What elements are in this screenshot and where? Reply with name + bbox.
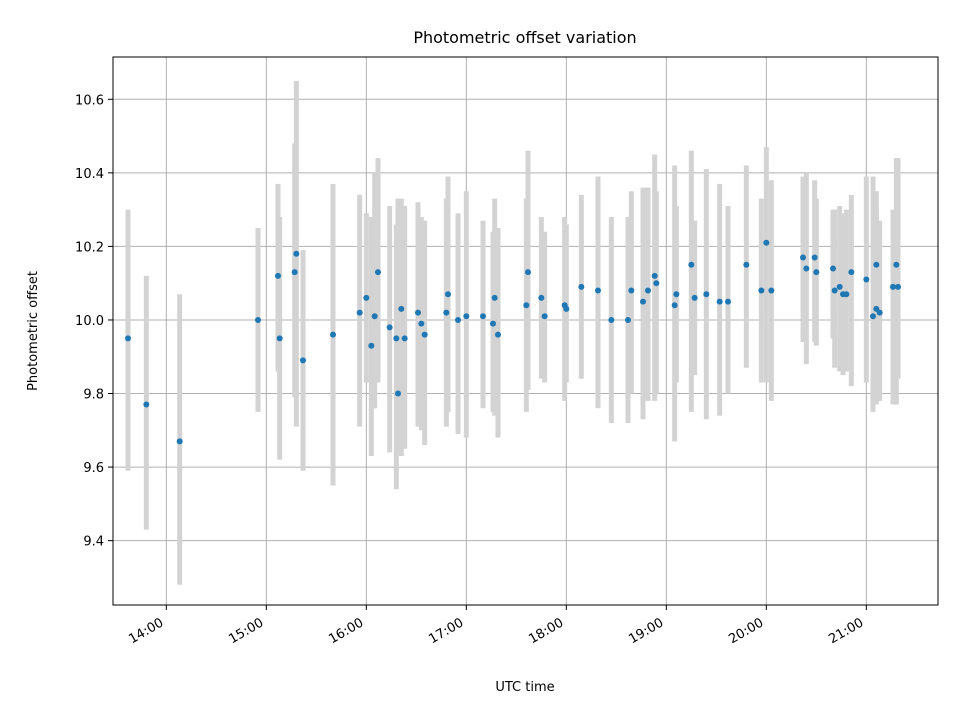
data-point — [398, 305, 405, 312]
data-point — [716, 298, 723, 305]
data-point — [645, 287, 651, 294]
data-point — [541, 313, 548, 320]
data-point — [813, 269, 820, 276]
data-point — [725, 298, 731, 305]
x-axis-label: UTC time — [495, 680, 554, 695]
y-tick-label: 10.2 — [75, 240, 104, 255]
data-point — [893, 261, 900, 268]
data-point — [653, 280, 660, 287]
data-point — [890, 283, 896, 290]
data-point — [863, 276, 870, 283]
data-point — [393, 335, 400, 342]
data-point — [443, 309, 450, 316]
data-point — [371, 313, 378, 320]
data-point — [895, 283, 901, 290]
data-point — [143, 401, 150, 408]
y-tick-label: 9.6 — [83, 461, 104, 476]
data-point — [375, 269, 381, 276]
data-point — [876, 309, 883, 316]
chart-title: Photometric offset variation — [413, 28, 636, 47]
data-point — [255, 316, 261, 323]
data-point — [368, 342, 375, 349]
data-point — [418, 320, 425, 327]
data-point — [640, 298, 646, 305]
y-tick-label: 10.0 — [75, 314, 104, 329]
data-point — [275, 272, 281, 279]
data-point — [445, 291, 451, 298]
data-point — [743, 261, 750, 268]
data-point — [843, 291, 850, 298]
plot-frame — [112, 56, 939, 606]
data-point — [125, 335, 131, 342]
data-point — [608, 316, 615, 323]
data-point — [688, 261, 695, 268]
data-point — [830, 265, 836, 272]
data-point — [831, 287, 838, 294]
data-point — [480, 313, 486, 320]
data-point — [455, 316, 461, 323]
data-point — [803, 265, 810, 272]
data-point — [651, 272, 658, 279]
data-point — [401, 335, 408, 342]
data-point — [671, 302, 678, 309]
data-point — [176, 438, 183, 445]
data-points — [125, 239, 901, 445]
data-point — [848, 269, 855, 276]
data-point — [395, 390, 401, 397]
data-point — [293, 250, 300, 257]
data-point — [800, 254, 806, 261]
data-point — [491, 294, 498, 301]
data-point — [673, 291, 680, 298]
data-point — [873, 261, 880, 268]
y-axis-label: Photometric offset — [26, 271, 41, 391]
data-point — [870, 313, 876, 320]
y-tick-label: 10.6 — [75, 93, 104, 108]
data-point — [463, 313, 470, 320]
data-point — [495, 331, 501, 338]
data-point — [625, 316, 631, 323]
data-point — [595, 287, 601, 294]
data-point — [811, 254, 818, 261]
data-point — [490, 320, 496, 327]
y-axis: 9.4 9.6 9.8 10.0 10.2 10.4 10.6 — [75, 93, 113, 550]
data-point — [538, 294, 545, 301]
y-tick-label: 9.8 — [83, 388, 104, 403]
y-tick-label: 9.4 — [83, 535, 104, 550]
data-point — [763, 239, 770, 246]
data-point — [563, 305, 570, 312]
data-point — [363, 294, 370, 301]
data-point — [703, 291, 710, 298]
data-point — [421, 331, 428, 338]
data-point — [758, 287, 765, 294]
data-point — [525, 269, 531, 276]
data-point — [356, 309, 363, 316]
data-point — [691, 294, 698, 301]
data-point — [628, 287, 635, 294]
data-point — [276, 335, 283, 342]
y-tick-label: 10.4 — [75, 167, 104, 182]
data-point — [291, 269, 298, 276]
data-point — [386, 324, 393, 331]
data-point — [578, 283, 585, 290]
data-point — [836, 283, 843, 290]
data-point — [768, 287, 775, 294]
data-point — [523, 302, 530, 309]
data-point — [300, 357, 306, 364]
data-point — [330, 331, 336, 338]
data-point — [415, 309, 421, 316]
